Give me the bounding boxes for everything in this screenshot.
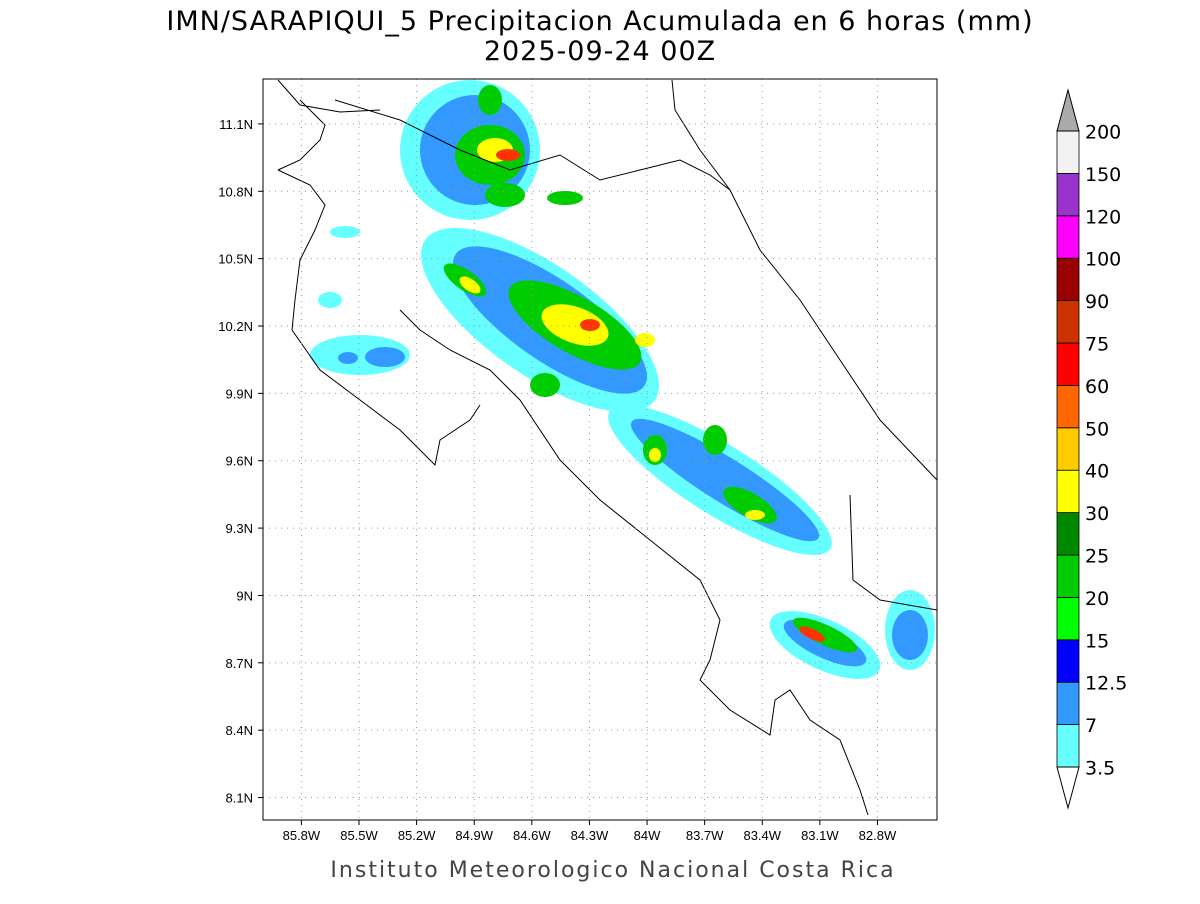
x-tick-label: 83.4W bbox=[743, 828, 781, 843]
colorbar-segment bbox=[1056, 681, 1080, 726]
colorbar-label: 30 bbox=[1085, 503, 1109, 525]
x-tick-label: 85.8W bbox=[283, 828, 321, 843]
x-tick-label: 85.2W bbox=[398, 828, 436, 843]
nicaragua-coast bbox=[277, 79, 381, 113]
rain-extreme bbox=[496, 149, 825, 642]
caribbean-coast bbox=[671, 79, 938, 481]
colorbar-label: 3.5 bbox=[1085, 758, 1115, 780]
y-tick-label: 8.4N bbox=[226, 723, 253, 738]
colorbar-segment bbox=[1056, 342, 1080, 386]
colorbar-label: 90 bbox=[1085, 291, 1109, 313]
rain-intense bbox=[459, 138, 765, 520]
y-tick-label: 10.5N bbox=[218, 252, 253, 267]
border bbox=[334, 99, 731, 191]
rain-moderate bbox=[338, 95, 928, 667]
y-tick-label: 9.6N bbox=[226, 454, 253, 469]
colorbar-segment bbox=[1056, 384, 1080, 429]
y-tick-label: 11.1N bbox=[219, 117, 253, 132]
colorbar-label: 60 bbox=[1085, 376, 1109, 398]
colorbar-segment bbox=[1056, 597, 1080, 641]
y-tick-label: 9.3N bbox=[226, 521, 253, 536]
colorbar-segment bbox=[1056, 639, 1080, 683]
y-tick-label: 10.2N bbox=[218, 319, 253, 334]
colorbar-segment bbox=[1056, 554, 1080, 598]
x-tick-label: 85.5W bbox=[340, 828, 378, 843]
precipitation bbox=[310, 80, 935, 680]
x-tick-label: 83.1W bbox=[801, 828, 839, 843]
footer: Instituto Meteorologico Nacional Costa R… bbox=[330, 858, 895, 883]
colorbar-label: 12.5 bbox=[1085, 673, 1127, 695]
colorbar-label: 120 bbox=[1085, 206, 1121, 228]
colorbar-label: 200 bbox=[1085, 122, 1121, 144]
colorbar-segment bbox=[1056, 215, 1080, 259]
colorbar-segment bbox=[1056, 469, 1080, 514]
colorbar-segment bbox=[1056, 300, 1080, 344]
colorbar-label: 75 bbox=[1085, 334, 1109, 356]
colorbar-label: 15 bbox=[1085, 630, 1109, 652]
y-tick-label: 9N bbox=[236, 588, 253, 603]
colorbar-segment bbox=[1056, 512, 1080, 556]
x-tick-label: 82.8W bbox=[859, 828, 897, 843]
colorbar-segment bbox=[1056, 724, 1080, 768]
border bbox=[849, 494, 938, 611]
y-tick-label: 8.1N bbox=[226, 791, 253, 806]
coastlines bbox=[277, 79, 938, 816]
colorbar-label: 40 bbox=[1085, 461, 1109, 483]
colorbar-label: 50 bbox=[1085, 418, 1109, 440]
colorbar-segment bbox=[1056, 257, 1080, 302]
x-tick-label: 84W bbox=[634, 828, 661, 843]
colorbar-under bbox=[1056, 766, 1080, 810]
subtitle: 2025-09-24 00Z bbox=[484, 36, 716, 67]
colorbar-segment bbox=[1056, 427, 1080, 471]
pacific-coast bbox=[277, 99, 869, 816]
colorbar-label: 100 bbox=[1085, 249, 1121, 271]
colorbar-segment bbox=[1056, 130, 1080, 174]
x-tick-label: 84.9W bbox=[455, 828, 493, 843]
x-tick-label: 84.3W bbox=[571, 828, 609, 843]
colorbar-segment bbox=[1056, 172, 1080, 217]
colorbar-label: 7 bbox=[1085, 715, 1097, 737]
y-tick-label: 8.7N bbox=[226, 656, 253, 671]
y-tick-label: 9.9N bbox=[226, 386, 253, 401]
map-frame bbox=[262, 78, 938, 821]
x-tick-label: 83.7W bbox=[686, 828, 724, 843]
colorbar-label: 20 bbox=[1085, 588, 1109, 610]
title: IMN/SARAPIQUI_5 Precipitacion Acumulada … bbox=[166, 6, 1033, 37]
colorbar-over bbox=[1056, 88, 1080, 132]
x-tick-label: 84.6W bbox=[513, 828, 551, 843]
y-tick-label: 10.8N bbox=[218, 184, 253, 199]
colorbar-label: 150 bbox=[1085, 164, 1121, 186]
colorbar-label: 25 bbox=[1085, 546, 1109, 568]
